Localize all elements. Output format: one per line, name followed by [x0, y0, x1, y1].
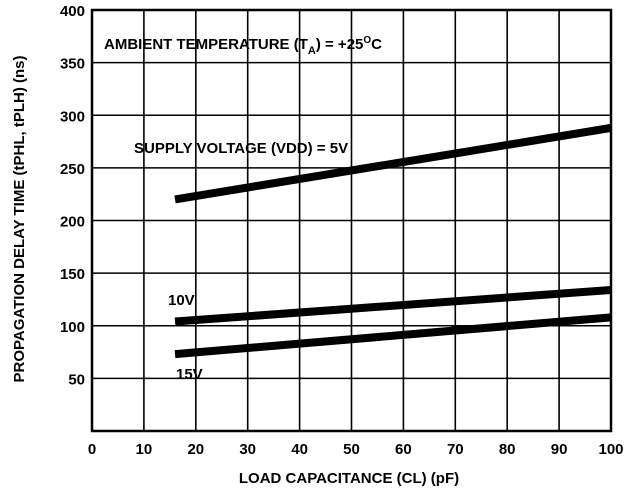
- x-tick-label: 100: [598, 441, 623, 458]
- ambient-main: AMBIENT TEMPERATURE (T: [104, 36, 308, 53]
- x-tick-label: 80: [499, 441, 516, 458]
- y-tick-label: 250: [60, 161, 85, 178]
- series-label-5v: SUPPLY VOLTAGE (VDD) = 5V: [134, 140, 348, 157]
- ambient-mid: ) = +25: [316, 36, 364, 53]
- y-tick-labels: 50 100 150 200 250 300 350 400: [60, 3, 85, 388]
- y-axis-label: PROPAGATION DELAY TIME (tPHL, tPLH) (ns): [11, 56, 28, 383]
- y-tick-label: 400: [60, 3, 85, 20]
- y-tick-label: 300: [60, 108, 85, 125]
- ambient-temperature-annotation: AMBIENT TEMPERATURE (TA) = +25OC: [104, 35, 382, 57]
- x-axis-label: LOAD CAPACITANCE (CL) (pF): [239, 470, 459, 487]
- x-tick-label: 70: [447, 441, 464, 458]
- series-label-10v: 10V: [168, 292, 195, 309]
- grid: [92, 10, 611, 431]
- ambient-subscript: A: [308, 45, 316, 57]
- series-lines: [174, 123, 612, 359]
- y-tick-label: 50: [68, 371, 85, 388]
- x-tick-label: 60: [395, 441, 412, 458]
- x-tick-label: 30: [239, 441, 256, 458]
- y-tick-label: 100: [60, 319, 85, 336]
- plot-frame: [90, 8, 613, 433]
- series-label-15v: 15V: [176, 366, 203, 383]
- y-tick-label: 350: [60, 56, 85, 73]
- series-line-5v: [174, 123, 612, 204]
- x-tick-label: 90: [551, 441, 568, 458]
- series-line-15v: [174, 313, 612, 359]
- ambient-end: C: [371, 36, 382, 53]
- y-tick-label: 200: [60, 214, 85, 231]
- series-line-10v: [174, 285, 612, 326]
- x-tick-label: 0: [88, 441, 96, 458]
- y-tick-label: 150: [60, 266, 85, 283]
- ambient-superscript: O: [363, 35, 371, 46]
- x-tick-label: 10: [136, 441, 153, 458]
- x-tick-labels: 0 10 20 30 40 50 60 70 80 90 100: [88, 441, 624, 458]
- x-tick-label: 50: [343, 441, 360, 458]
- x-tick-label: 40: [291, 441, 308, 458]
- x-tick-label: 20: [187, 441, 204, 458]
